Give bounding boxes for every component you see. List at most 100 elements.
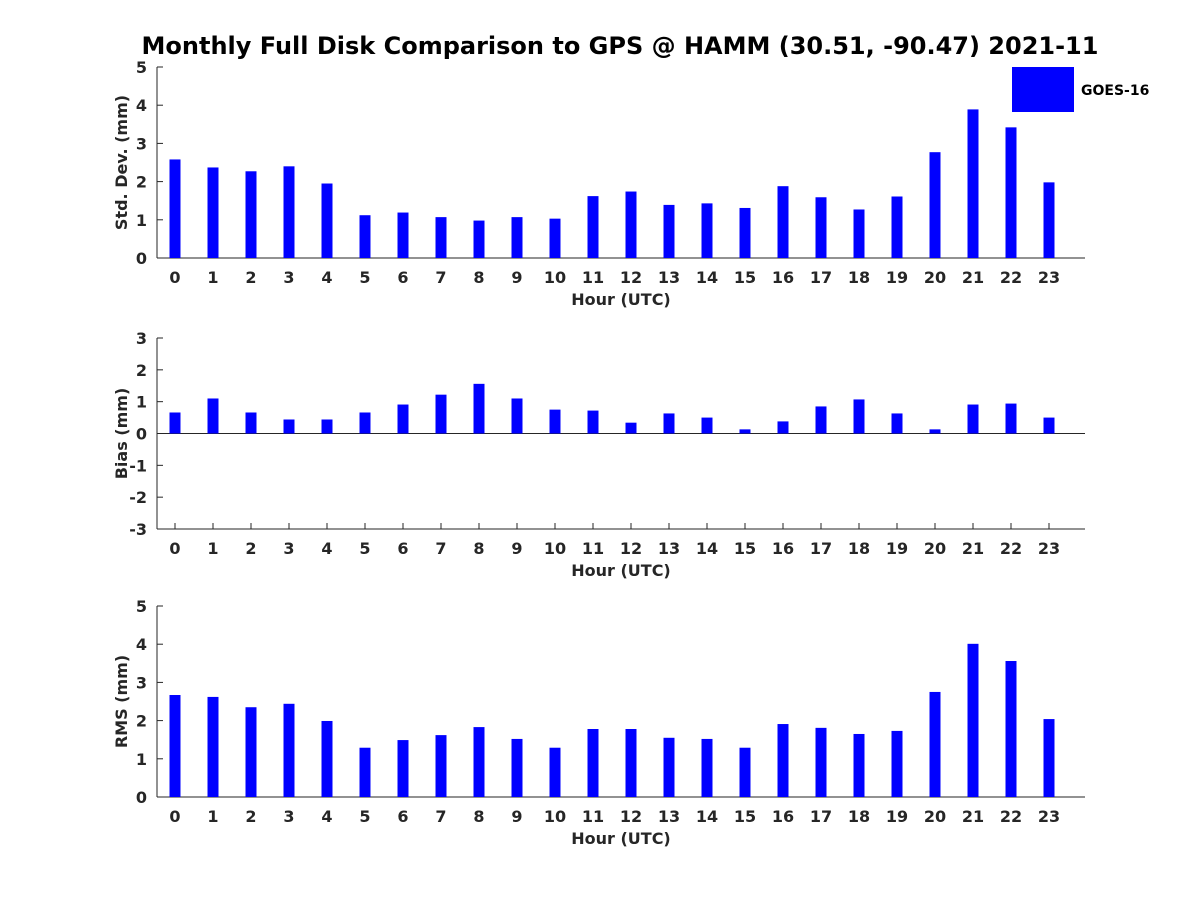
x-tick-label: 11 (582, 807, 604, 826)
y-tick-label: 5 (136, 58, 147, 77)
bar (853, 209, 865, 258)
bar (625, 191, 637, 258)
bar (967, 643, 979, 797)
x-tick-label: 19 (886, 807, 908, 826)
x-tick-label: 20 (924, 539, 946, 558)
x-tick-label: 8 (473, 539, 484, 558)
x-tick-label: 6 (397, 807, 408, 826)
x-tick-label: 21 (962, 268, 984, 287)
bar (245, 707, 257, 797)
bar (891, 730, 903, 797)
bar (815, 727, 827, 797)
bias-y-axis-label: Bias (mm) (112, 388, 131, 480)
bar (777, 421, 789, 434)
bar (777, 724, 789, 797)
x-tick-label: 13 (658, 807, 680, 826)
bar (511, 738, 523, 797)
rms-y-axis-label: RMS (mm) (112, 655, 131, 748)
x-tick-label: 7 (435, 268, 446, 287)
x-tick-label: 12 (620, 539, 642, 558)
bar (549, 218, 561, 258)
bar (283, 166, 295, 258)
bar (739, 747, 751, 797)
bar (435, 217, 447, 258)
bar (397, 740, 409, 797)
x-tick-label: 11 (582, 539, 604, 558)
y-tick-label: 3 (136, 329, 147, 348)
x-tick-label: 4 (321, 539, 332, 558)
bar (1005, 127, 1017, 258)
x-axis-label: Hour (UTC) (571, 829, 671, 848)
bar (1005, 661, 1017, 797)
x-tick-label: 18 (848, 539, 870, 558)
bar (967, 404, 979, 434)
x-tick-label: 13 (658, 539, 680, 558)
x-tick-label: 20 (924, 807, 946, 826)
x-tick-label: 17 (810, 807, 832, 826)
x-tick-label: 12 (620, 807, 642, 826)
bar (967, 109, 979, 258)
x-tick-label: 2 (245, 807, 256, 826)
bar (473, 220, 485, 258)
x-tick-label: 0 (169, 268, 180, 287)
y-tick-label: 2 (136, 173, 147, 192)
y-tick-label: 1 (136, 393, 147, 412)
x-tick-label: 12 (620, 268, 642, 287)
y-tick-label: 2 (136, 361, 147, 380)
bar (1043, 417, 1055, 434)
x-tick-label: 5 (359, 539, 370, 558)
x-tick-label: 4 (321, 807, 332, 826)
x-tick-label: 6 (397, 539, 408, 558)
x-tick-label: 8 (473, 268, 484, 287)
x-tick-label: 23 (1038, 807, 1060, 826)
y-tick-label: 0 (136, 425, 147, 444)
bar (321, 183, 333, 258)
bar (891, 196, 903, 258)
bar (321, 720, 333, 797)
bar (511, 217, 523, 258)
bar (283, 703, 295, 797)
bar (169, 412, 181, 434)
x-tick-label: 21 (962, 807, 984, 826)
x-tick-label: 16 (772, 807, 794, 826)
x-tick-label: 3 (283, 807, 294, 826)
x-tick-label: 17 (810, 539, 832, 558)
x-tick-label: 1 (207, 268, 218, 287)
y-tick-label: 5 (136, 597, 147, 616)
bar (207, 167, 219, 258)
x-tick-label: 16 (772, 539, 794, 558)
bar (473, 383, 485, 434)
bar (245, 171, 257, 258)
x-tick-label: 15 (734, 268, 756, 287)
bar (549, 409, 561, 434)
y-tick-label: -1 (129, 456, 147, 475)
x-tick-label: 20 (924, 268, 946, 287)
std-dev-y-axis-label: Std. Dev. (mm) (112, 95, 131, 230)
x-tick-label: 2 (245, 268, 256, 287)
bar (359, 215, 371, 258)
x-tick-label: 17 (810, 268, 832, 287)
bar (511, 398, 523, 434)
x-tick-label: 7 (435, 807, 446, 826)
bar (663, 737, 675, 797)
bar (245, 412, 257, 434)
bar (739, 207, 751, 258)
x-tick-label: 21 (962, 539, 984, 558)
bar (739, 429, 751, 434)
bar (891, 413, 903, 434)
x-tick-label: 0 (169, 807, 180, 826)
x-tick-label: 8 (473, 807, 484, 826)
y-tick-label: 0 (136, 788, 147, 807)
x-tick-label: 3 (283, 268, 294, 287)
x-tick-label: 15 (734, 807, 756, 826)
x-tick-label: 9 (511, 539, 522, 558)
x-tick-label: 23 (1038, 268, 1060, 287)
x-tick-label: 4 (321, 268, 332, 287)
x-tick-label: 9 (511, 807, 522, 826)
bar (397, 404, 409, 434)
y-tick-label: 3 (136, 673, 147, 692)
x-tick-label: 10 (544, 268, 566, 287)
